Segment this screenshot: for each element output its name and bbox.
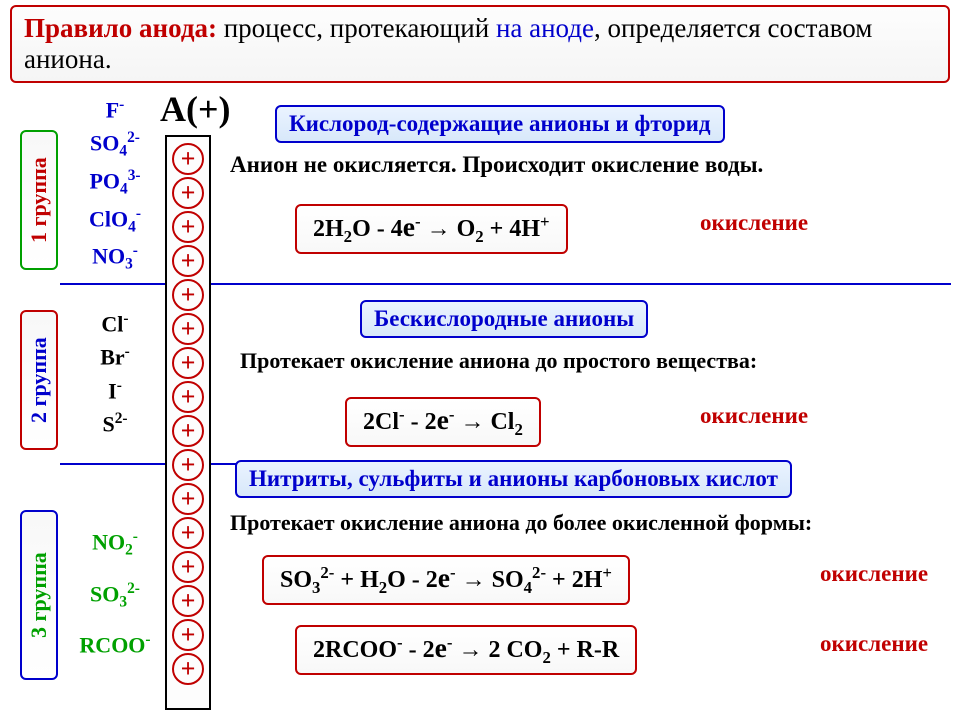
divider-line [60,283,165,285]
anion-po4: PO43- [70,167,160,199]
anion-col-g3: NO2- SO32- RCOO- [70,528,160,665]
plus-icon: + [172,619,204,651]
section3-ox1: окисление [820,561,928,587]
section1-title: Кислород-содержащие анионы и фторид [275,105,725,143]
anion-col-g1: F- SO42- PO43- ClO4- NO3- [70,96,160,280]
plus-icon: + [172,143,204,175]
anion-so4: SO42- [70,129,160,161]
group3-label: 3 группа [20,510,58,680]
plus-icon: + [172,551,204,583]
section2-eq: 2Cl- - 2e- → Cl2 [345,397,541,447]
plus-icon: + [172,653,204,685]
title-part2: процесс, протекающий [217,13,496,43]
anion-i: I- [70,377,160,404]
plus-icon: + [172,517,204,549]
anion-no2: NO2- [70,528,160,560]
title-part1: Правило анода: [24,13,217,43]
title-part3: на аноде [496,13,594,43]
group1-label: 1 группа [20,130,58,270]
anion-so3: SO32- [70,580,160,612]
title-box: Правило анода: процесс, протекающий на а… [10,5,950,83]
divider-line [60,463,165,465]
plus-icon: + [172,211,204,243]
divider-line [211,283,951,285]
plus-icon: + [172,245,204,277]
section2-title: Бескислородные анионы [360,300,648,338]
section1-eq: 2H2O - 4e- → O2 + 4H+ [295,204,568,254]
plus-icon: + [172,279,204,311]
anion-f: F- [70,96,160,123]
anion-s2: S2- [70,410,160,437]
divider-line [211,463,236,465]
electrode-label: А(+) [160,88,231,130]
plus-icon: + [172,585,204,617]
electrode-column: + + + + + + + + + + + + + + + + [165,135,211,710]
anion-col-g2: Cl- Br- I- S2- [70,310,160,443]
section3-title: Нитриты, сульфиты и анионы карбоновых ки… [235,460,792,498]
section1-ox: окисление [700,210,808,236]
anion-cl: Cl- [70,310,160,337]
plus-icon: + [172,347,204,379]
plus-icon: + [172,381,204,413]
group2-label: 2 группа [20,310,58,450]
anion-br: Br- [70,343,160,370]
plus-icon: + [172,177,204,209]
section1-desc: Анион не окисляется. Происходит окислени… [230,152,763,178]
section3-eq2: 2RCOO- - 2e- → 2 CO2 + R-R [295,625,637,675]
anion-no3: NO3- [70,242,160,274]
section3-ox2: окисление [820,631,928,657]
section3-eq1: SO32- + H2O - 2e- → SO42- + 2H+ [262,555,630,605]
anion-clo4: ClO4- [70,205,160,237]
plus-icon: + [172,483,204,515]
plus-icon: + [172,313,204,345]
section3-desc: Протекает окисление аниона до более окис… [230,510,812,536]
section2-desc: Протекает окисление аниона до простого в… [240,348,757,374]
plus-icon: + [172,415,204,447]
plus-icon: + [172,449,204,481]
section2-ox: окисление [700,403,808,429]
anion-rcoo: RCOO- [70,631,160,658]
